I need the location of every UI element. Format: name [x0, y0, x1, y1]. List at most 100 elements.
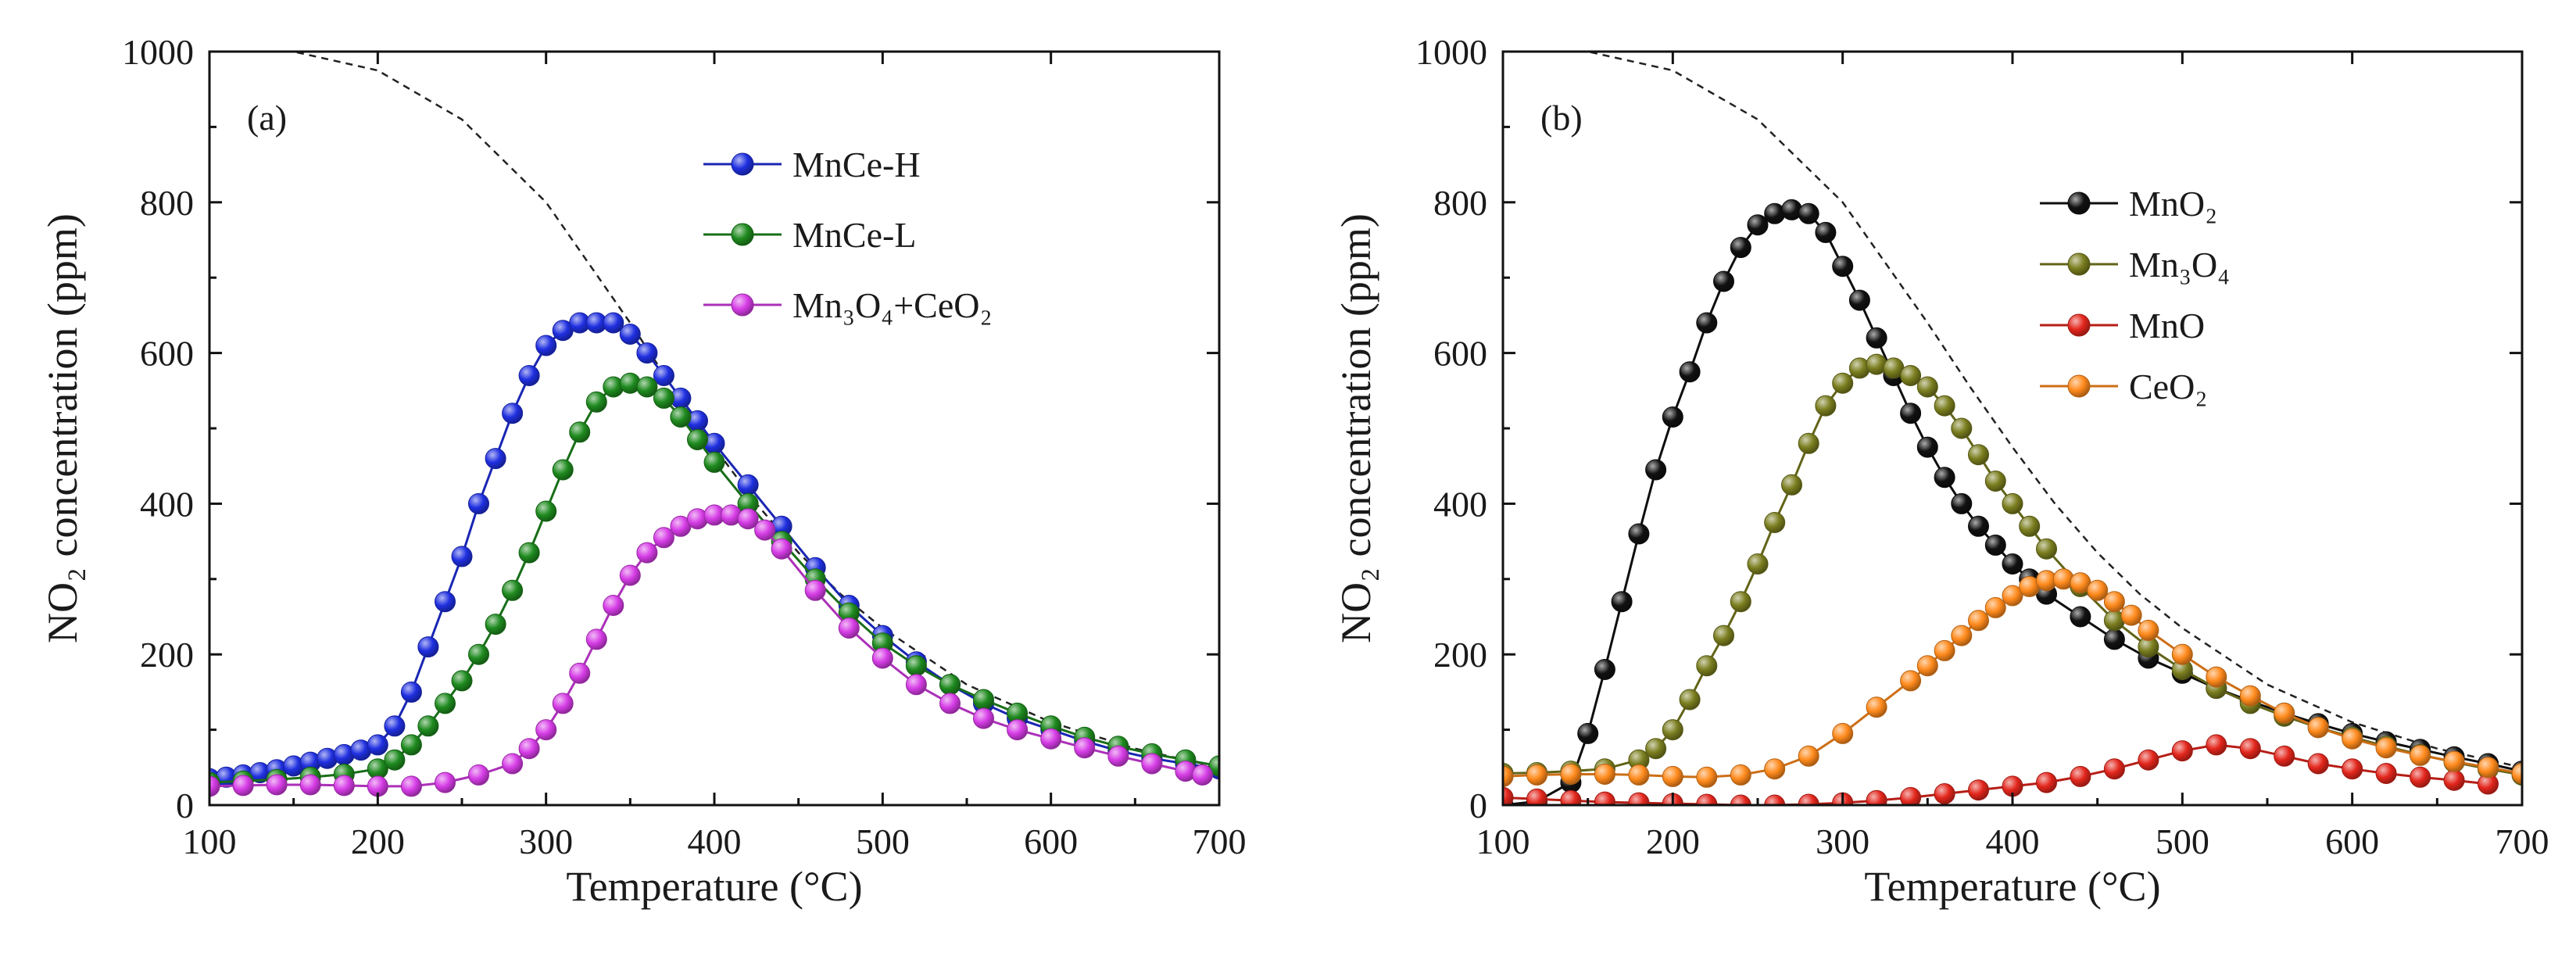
data-point	[1662, 407, 1683, 428]
data-point	[688, 430, 708, 450]
data-point	[1917, 437, 1937, 457]
data-point	[1748, 554, 1768, 575]
data-point	[1075, 738, 1095, 758]
data-point	[1985, 597, 2005, 618]
legend-label: MnO	[2129, 306, 2205, 345]
data-point	[1765, 759, 1785, 779]
x-tick-label: 600	[2325, 822, 2379, 861]
legend-marker	[2068, 192, 2090, 214]
data-point	[519, 542, 539, 563]
data-point	[2410, 767, 2431, 787]
data-point	[2206, 667, 2227, 687]
legend-marker	[732, 224, 753, 245]
data-point	[1714, 625, 1734, 646]
y-tick-label: 800	[1433, 183, 1487, 223]
data-point	[233, 775, 253, 796]
series-mnce-h	[199, 313, 1229, 789]
panel-b-legend: MnO₂ Mn₃O₄ MnO CeO₂	[2040, 184, 2230, 406]
data-point	[2478, 757, 2499, 778]
data-point	[1697, 313, 1717, 333]
data-point	[2308, 754, 2328, 774]
legend-item: MnCe-H	[703, 145, 921, 184]
panel-b-x-axis-title: Temperature (°C)	[1864, 863, 2160, 910]
data-point	[1193, 764, 1213, 785]
data-point	[536, 501, 556, 521]
data-point	[1594, 660, 1615, 680]
data-point	[1917, 377, 1937, 397]
x-tick-label: 500	[2156, 822, 2209, 861]
data-point	[2121, 605, 2141, 625]
x-tick-label: 700	[1193, 822, 1247, 861]
data-point	[1985, 535, 2005, 555]
data-point	[267, 775, 287, 795]
data-point	[452, 671, 472, 691]
panel-a-x-axis-title: Temperature (°C)	[566, 863, 862, 910]
legend-marker	[2068, 253, 2090, 275]
panel-a: 100 200 300 400 500 600 700 0 200 400 600 800 1000 (…	[39, 32, 1247, 910]
data-point	[2240, 686, 2260, 706]
data-point	[1934, 784, 1955, 804]
data-point	[1816, 396, 1836, 416]
legend-marker	[2068, 375, 2090, 397]
equilibrium-curve	[209, 52, 1219, 768]
data-point	[586, 629, 606, 650]
panel-b-plot-area	[1493, 52, 2532, 815]
data-point	[503, 580, 523, 600]
data-point	[1646, 739, 1666, 759]
data-point	[1866, 790, 1887, 811]
legend-item: MnO₂	[2040, 184, 2217, 224]
panel-b: 100 200 300 400 500 600 70002004006008001000 (…	[1333, 32, 2549, 910]
data-point	[1730, 592, 1751, 612]
data-point	[1527, 764, 1547, 785]
data-point	[1697, 656, 1717, 676]
data-point	[1934, 640, 1955, 660]
data-point	[2410, 745, 2431, 765]
x-tick-label: 300	[519, 822, 573, 861]
data-point	[1680, 689, 1700, 710]
data-point	[1969, 780, 1989, 800]
data-point	[653, 388, 674, 408]
series-line	[209, 323, 1219, 779]
data-point	[2308, 718, 2328, 738]
data-point	[1629, 793, 1649, 813]
data-point	[1730, 764, 1751, 785]
data-point	[553, 460, 573, 480]
data-point	[1662, 766, 1683, 786]
data-point	[2138, 750, 2159, 770]
data-point	[1901, 403, 1921, 424]
y-tick-label: 400	[1433, 484, 1487, 524]
y-tick-label: 0	[1469, 786, 1487, 825]
data-point	[2104, 759, 2124, 779]
data-point	[1833, 723, 1853, 743]
data-point	[1952, 418, 1972, 439]
data-point	[1833, 256, 1853, 277]
data-point	[2037, 539, 2057, 559]
data-point	[469, 644, 489, 664]
data-point	[1646, 460, 1666, 480]
data-point	[435, 592, 456, 612]
data-point	[974, 708, 994, 729]
data-point	[940, 675, 961, 695]
data-point	[1969, 610, 1989, 631]
legend-label: Mn₃O₄	[2129, 245, 2230, 285]
data-point	[738, 474, 758, 495]
y-tick-label: 800	[140, 183, 194, 223]
data-point	[519, 366, 539, 386]
data-point	[2342, 729, 2363, 749]
data-point	[2376, 738, 2396, 758]
data-point	[367, 735, 388, 755]
data-point	[385, 716, 405, 736]
x-tick-label: 200	[1646, 822, 1700, 861]
data-point	[1985, 471, 2005, 492]
data-point	[536, 720, 556, 740]
data-point	[1612, 592, 1632, 612]
data-point	[2240, 739, 2260, 759]
data-point	[452, 546, 472, 567]
data-point	[704, 452, 724, 472]
data-point	[755, 520, 775, 540]
legend-item: CeO₂	[2040, 367, 2207, 406]
data-point	[553, 693, 573, 714]
data-point	[1041, 729, 1061, 749]
x-tick-label: 300	[1816, 822, 1869, 861]
data-point	[653, 528, 674, 548]
